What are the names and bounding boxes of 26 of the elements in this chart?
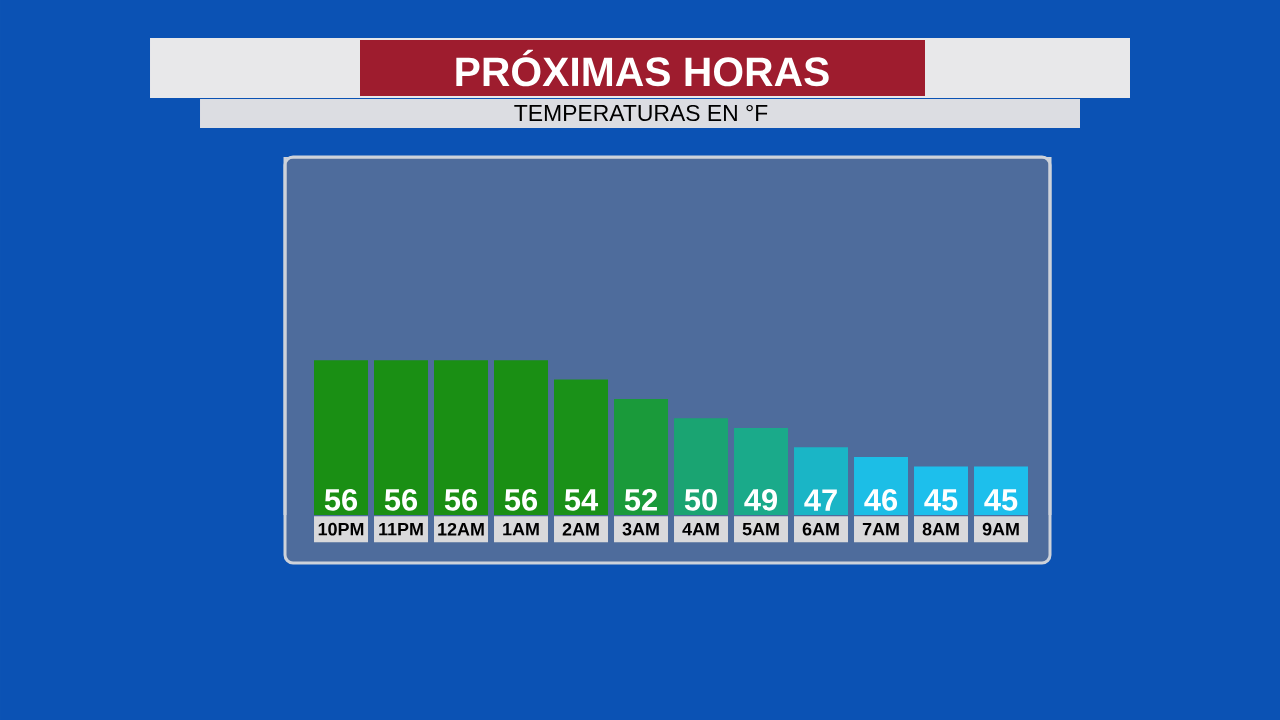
x-tick-label: 10PM: [318, 522, 364, 536]
x-tick-label: 8AM: [922, 522, 959, 536]
data-label: 45: [924, 489, 958, 511]
x-tick-label: 9AM: [982, 522, 1019, 536]
data-label: 56: [384, 488, 418, 511]
data-label: 50: [684, 488, 717, 511]
x-tick-label: 5AM: [742, 522, 779, 536]
data-label: 46: [864, 488, 898, 511]
data-label: 45: [984, 489, 1018, 511]
data-label: 56: [444, 488, 478, 511]
x-tick-label: 6AM: [802, 522, 839, 536]
x-tick-label: 11PM: [379, 523, 423, 536]
x-tick-label: 3AM: [622, 522, 659, 536]
x-tick-label: 2AM: [562, 522, 599, 536]
data-label: 47: [804, 489, 837, 511]
x-tick-label: 4AM: [682, 523, 719, 536]
data-label: 56: [504, 488, 538, 511]
data-label: 56: [324, 488, 358, 511]
x-tick-label: 1AM: [503, 523, 539, 536]
data-label: 54: [564, 489, 599, 511]
chart-title: PRÓXIMAS HORAS: [456, 49, 829, 87]
data-label: 49: [744, 488, 778, 511]
x-tick-label: 12AM: [438, 522, 484, 536]
x-tick-label: 7AM: [862, 523, 899, 536]
data-label: 52: [624, 488, 657, 511]
chart-subtitle: TEMPERATURAS EN °F: [514, 104, 768, 122]
